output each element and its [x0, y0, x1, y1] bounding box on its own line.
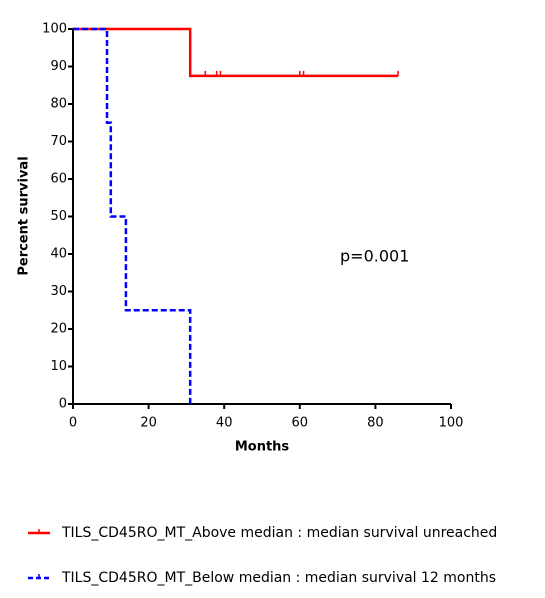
y-tick-label: 50: [50, 209, 67, 224]
y-axis-title: Percent survival: [17, 156, 32, 275]
survival-line: [73, 27, 192, 404]
y-tick-label: 80: [50, 97, 67, 112]
legend-label: TILS_CD45RO_MT_Above median : median sur…: [61, 525, 497, 541]
y-tick-label: 40: [50, 247, 67, 262]
legend-label: TILS_CD45RO_MT_Below median : median sur…: [61, 570, 496, 586]
x-tick-label: 20: [140, 416, 157, 431]
y-tick-label: 100: [42, 22, 67, 37]
x-axis-title: Months: [235, 440, 290, 455]
x-tick-label: 80: [367, 416, 384, 431]
y-tick-label: 30: [50, 284, 67, 299]
y-tick-label: 20: [50, 322, 67, 337]
survival-line: [73, 27, 399, 78]
y-tick-label: 90: [50, 59, 67, 74]
x-tick-label: 100: [439, 416, 464, 431]
x-tick-label: 40: [216, 416, 233, 431]
y-tick-label: 10: [50, 359, 67, 374]
x-tick-label: 60: [292, 416, 309, 431]
y-tick-label: 0: [59, 397, 67, 412]
x-tick-label: 0: [69, 416, 77, 431]
annotation: p=0.001: [340, 247, 409, 266]
y-tick-label: 70: [50, 134, 67, 149]
y-tick-label: 60: [50, 172, 67, 187]
